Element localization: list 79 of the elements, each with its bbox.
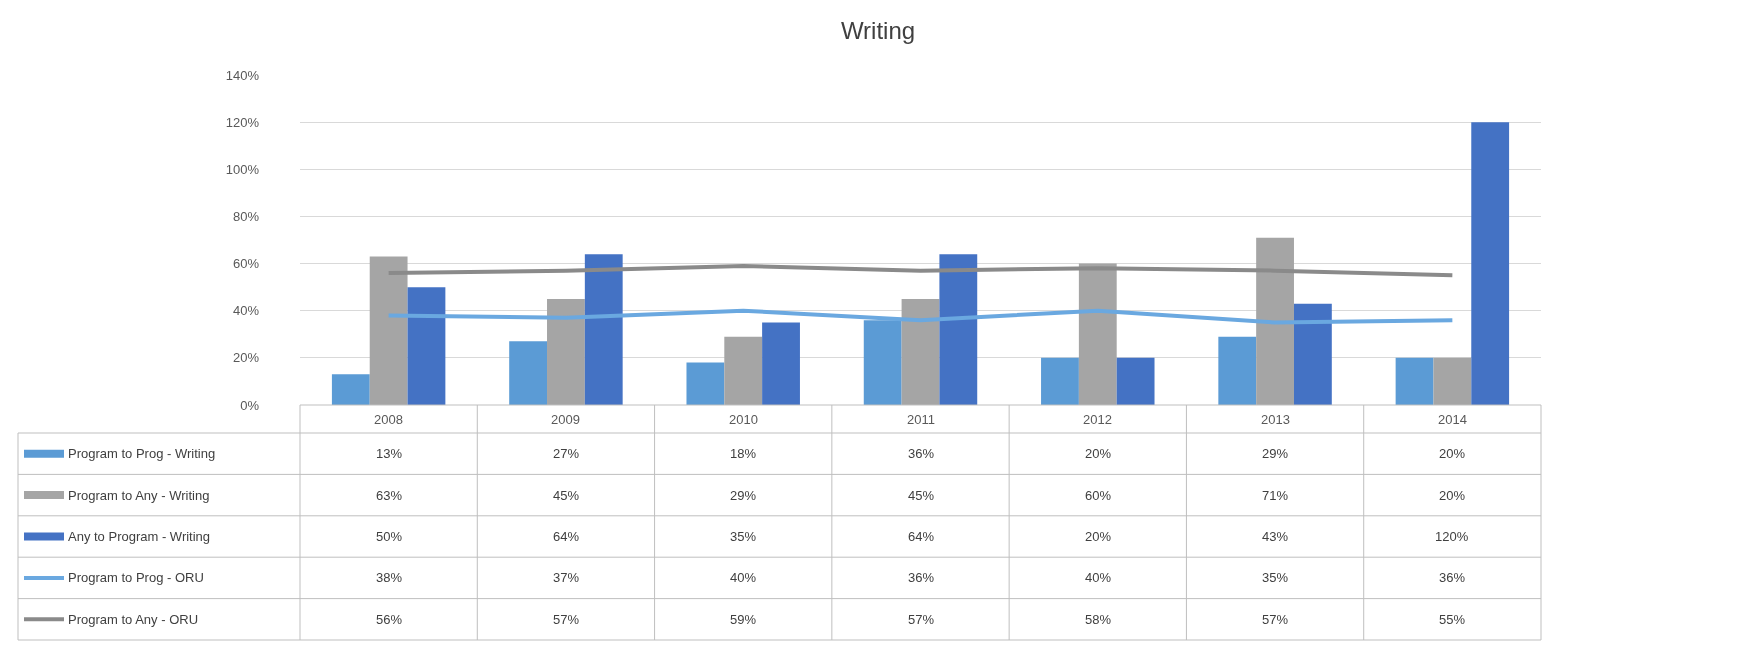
data-label: 18% [730, 446, 757, 461]
bar [369, 256, 408, 405]
line-series [386, 308, 1455, 325]
data-label: 120% [1435, 529, 1469, 544]
data-label: 20% [1085, 529, 1112, 544]
bar [547, 298, 585, 405]
data-label: 35% [1262, 570, 1289, 585]
data-label: 40% [1085, 570, 1112, 585]
data-label: 58% [1085, 612, 1112, 627]
chart-title: Writing [840, 16, 916, 44]
data-label: 29% [1262, 446, 1289, 461]
data-label: 57% [1262, 612, 1289, 627]
bar [863, 320, 902, 405]
bar [1218, 336, 1257, 405]
bar [407, 287, 446, 405]
y-tick-label: 140% [225, 67, 260, 83]
bar [939, 254, 978, 405]
x-tick-label: 2009 [551, 412, 580, 427]
x-tick-label: 2014 [1438, 412, 1467, 427]
bar [901, 298, 940, 405]
line-series [386, 263, 1455, 278]
data-label: 60% [1085, 488, 1112, 503]
bar [762, 322, 800, 405]
x-tick-label: 2008 [374, 412, 403, 427]
data-label: 37% [553, 570, 580, 585]
x-tick-label: 2011 [907, 412, 935, 427]
data-label: 20% [1439, 446, 1466, 461]
legend-label: Program to Any - Writing [68, 488, 210, 503]
bar [1078, 263, 1117, 405]
bar [509, 341, 548, 405]
data-label: 36% [1439, 570, 1466, 585]
bar [1256, 237, 1294, 405]
data-label: 45% [553, 488, 580, 503]
data-label: 50% [376, 529, 403, 544]
legend-label: Any to Program - Writing [68, 529, 211, 544]
y-tick-label: 100% [225, 161, 260, 177]
y-tick-label: 0% [240, 397, 260, 413]
data-label: 29% [730, 488, 757, 503]
data-label: 57% [553, 612, 580, 627]
bar [1116, 357, 1155, 405]
data-label: 64% [553, 529, 580, 544]
bar [584, 254, 623, 405]
y-tick-label: 20% [232, 350, 260, 366]
y-tick-label: 60% [232, 256, 260, 272]
data-label: 56% [376, 612, 403, 627]
data-label: 45% [908, 488, 935, 503]
bar [686, 362, 725, 405]
x-tick-label: 2012 [1083, 412, 1112, 427]
y-tick-label: 80% [232, 208, 260, 224]
bar [1471, 122, 1510, 405]
bar [1433, 357, 1472, 405]
data-label: 38% [376, 570, 403, 585]
data-label: 36% [908, 570, 935, 585]
bar [1293, 303, 1332, 405]
data-label: 20% [1439, 488, 1466, 503]
data-label: 57% [908, 612, 935, 627]
legend-label: Program to Any - ORU [68, 612, 199, 627]
data-label: 43% [1262, 529, 1289, 544]
y-tick-label: 40% [232, 303, 260, 319]
data-label: 13% [376, 446, 403, 461]
data-label: 27% [553, 446, 580, 461]
data-label: 35% [730, 529, 757, 544]
data-label: 59% [730, 612, 757, 627]
data-label: 64% [908, 529, 935, 544]
y-tick-label: 120% [225, 114, 260, 130]
bar [1041, 357, 1079, 405]
data-label: 36% [908, 446, 935, 461]
data-label: 71% [1262, 488, 1289, 503]
data-label: 63% [376, 488, 403, 503]
data-label: 40% [730, 570, 757, 585]
data-label: 20% [1085, 446, 1112, 461]
bar [1395, 357, 1434, 405]
data-label: 55% [1439, 612, 1466, 627]
legend-label: Program to Prog - ORU [68, 570, 204, 585]
bar [331, 374, 370, 405]
x-tick-label: 2013 [1261, 412, 1290, 427]
x-tick-label: 2010 [729, 412, 758, 427]
bar [724, 336, 763, 405]
legend-label: Program to Prog - Writing [68, 446, 216, 461]
